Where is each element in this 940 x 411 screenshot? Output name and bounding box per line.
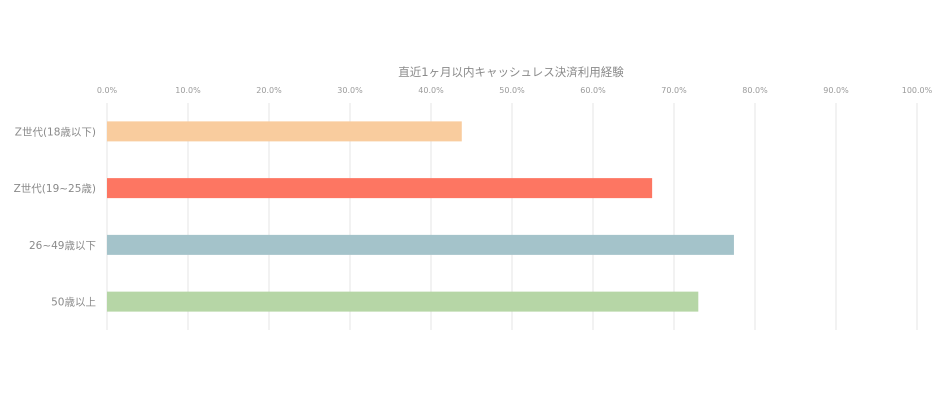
bars (107, 121, 734, 312)
x-tick-label: 10.0% (175, 86, 201, 95)
x-tick-label: 0.0% (97, 86, 118, 95)
bar (107, 291, 699, 312)
x-tick-label: 60.0% (580, 86, 606, 95)
x-tick-label: 100.0% (902, 86, 933, 95)
x-tick-label: 50.0% (499, 86, 525, 95)
x-tick-label: 30.0% (337, 86, 363, 95)
bar (107, 121, 462, 142)
x-axis-ticks: 0.0% 10.0% 20.0% 30.0% 40.0% 50.0% 60.0% 70.0% 8… (97, 86, 933, 95)
bar (107, 178, 653, 199)
x-tick-label: 40.0% (418, 86, 444, 95)
bar (107, 234, 734, 255)
category-label: Z世代(19~25歳) (14, 183, 96, 195)
category-label: Z世代(18歳以下) (15, 126, 96, 138)
x-tick-label: 80.0% (742, 86, 768, 95)
chart-title: 直近1ヶ月以内キャッシュレス決済利用経験 (398, 65, 624, 79)
x-tick-label: 20.0% (256, 86, 282, 95)
category-labels: Z世代(18歳以下) Z世代(19~25歳) 26~49歳以下 50歳以上 (14, 126, 96, 308)
x-tick-label: 70.0% (661, 86, 687, 95)
category-label: 50歳以上 (51, 297, 96, 309)
x-tick-label: 90.0% (823, 86, 849, 95)
category-label: 26~49歳以下 (29, 240, 96, 252)
